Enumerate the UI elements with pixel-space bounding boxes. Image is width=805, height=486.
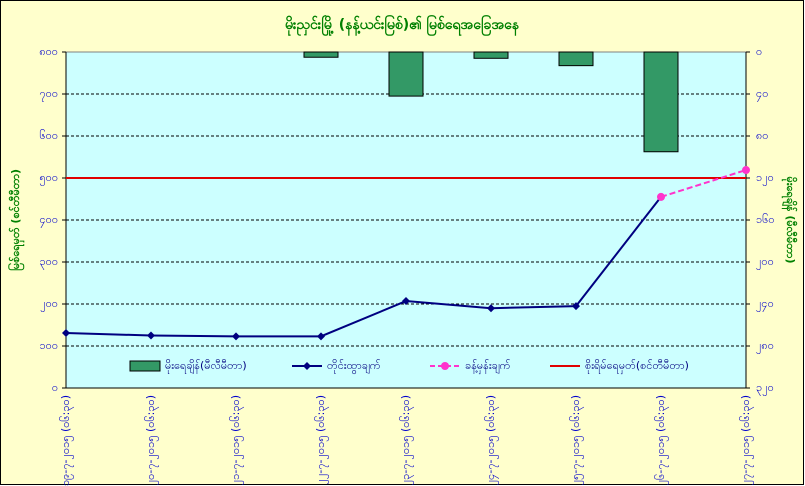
bar: [558, 51, 594, 67]
y2-tick-label: ၈၀: [756, 129, 768, 142]
point: [147, 331, 155, 340]
y2-tick-label: ၂၀၀: [756, 255, 774, 270]
y2-tick-label: ၁၆၀: [756, 213, 775, 226]
point: [402, 297, 410, 306]
point: [572, 302, 580, 311]
point: [742, 166, 750, 175]
y-tick-label: ၀: [52, 381, 58, 394]
y2-tick-label: ၃၂၀: [756, 381, 774, 396]
y2-tick-label: ၄၀: [756, 87, 768, 102]
y-tick-label: ၃၀၀: [39, 255, 58, 270]
y2-tick-label: ၂၄၀: [756, 297, 774, 312]
point: [62, 328, 70, 337]
x-tick-label: ၂၄-၇-၂၀၁၅ (၀၆:၃၀): [484, 395, 499, 485]
level-line: [65, 196, 662, 338]
legend-label: တိုင်းထွာချက်: [327, 359, 381, 374]
x-tick-label: ၂၇-၇-၂၀၁၅ (၀၆:၃၀): [739, 395, 754, 485]
bar: [643, 51, 679, 153]
y-tick-label: ၅၀၀: [39, 171, 58, 186]
x-tick-label: ၁၉-၇-၂၀၁၅ (၀၆:၃၀): [59, 395, 74, 486]
y-axis-label: မြစ်ရေမှတ် (စင်တီမီတာ): [7, 169, 25, 271]
point: [317, 332, 325, 341]
x-tick-label: ၂၁-၇-၂၀၁၅ (၀၆:၃၀): [229, 395, 244, 485]
y-tick-label: ၆၀၀: [39, 129, 58, 142]
x-tick-label: ၂၆-၇-၂၀၁၅ (၀၆:၃၀): [654, 395, 669, 485]
x-tick-label: ၂၃-၇-၂၀၁၅ (၀၆:၃၀): [399, 395, 414, 485]
y-tick-label: ၈၀၀: [39, 45, 58, 58]
y-tick-label: ၄၀၀: [39, 213, 58, 228]
legend-label: ခန့်မှန်းချက်: [465, 359, 511, 374]
legend-swatch: [129, 360, 161, 372]
legend-marker: [303, 362, 311, 370]
legend-marker: [441, 362, 449, 370]
y2-tick-label: ၁၂၀: [756, 171, 774, 186]
point: [232, 332, 240, 341]
y-tick-label: ၂၀၀: [40, 297, 58, 312]
point: [657, 192, 665, 201]
legend-label: စိုးရိမ်ရေမှတ်(စင်တီမီတာ): [585, 359, 689, 374]
forecast-line: [660, 169, 747, 198]
y2-tick-label: ၂၈၀: [756, 339, 774, 354]
bar: [303, 51, 339, 58]
legend-label: မိုးရေချိန်(မီလီမီတာ): [165, 359, 247, 374]
y-tick-label: ၇၀၀: [39, 87, 58, 102]
x-tick-label: ၂၂-၇-၂၀၁၅ (၀၆:၃၀): [314, 395, 329, 484]
bar: [473, 51, 509, 59]
x-tick-label: ၂၅-၇-၂၀၁၅ (၀၆:၃၀): [569, 395, 584, 485]
x-tick-label: ၂၀-၇-၂၀၁၅ (၀၆:၃၀): [144, 395, 159, 485]
chart-title: မိုးညှင်းမြို့ (နန့်ယင်းမြစ်)၏ မြစ်ရေအခြ…: [285, 15, 520, 36]
point: [487, 304, 495, 313]
y2-axis-label: မိုးရေချိန် (မီလီမီတာ): [781, 177, 798, 264]
y-tick-label: ၁၀၀: [39, 339, 58, 352]
y2-tick-label: ၀: [756, 45, 762, 58]
bar: [388, 51, 424, 97]
